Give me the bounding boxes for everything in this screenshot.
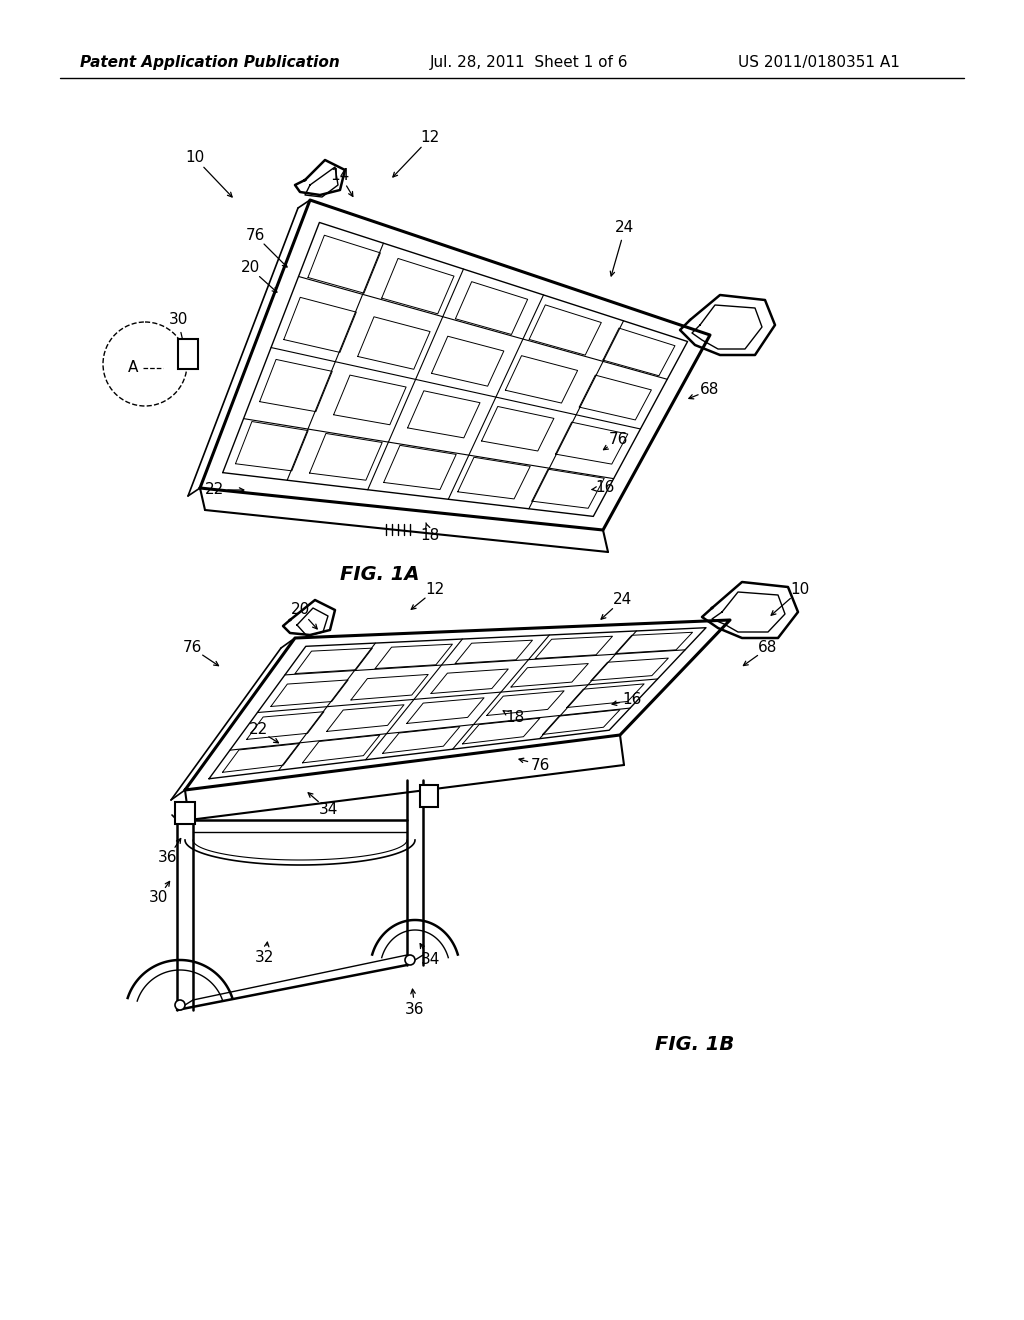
- Text: 12: 12: [421, 131, 439, 145]
- Bar: [420, 785, 438, 807]
- Polygon shape: [185, 620, 730, 789]
- Text: 34: 34: [318, 803, 338, 817]
- Text: 24: 24: [612, 593, 632, 607]
- Text: 10: 10: [185, 150, 205, 165]
- Text: 18: 18: [421, 528, 439, 543]
- Text: 30: 30: [148, 891, 168, 906]
- Text: 16: 16: [623, 693, 642, 708]
- Text: 20: 20: [241, 260, 260, 276]
- Text: FIG. 1B: FIG. 1B: [655, 1035, 734, 1055]
- Text: Jul. 28, 2011  Sheet 1 of 6: Jul. 28, 2011 Sheet 1 of 6: [430, 54, 629, 70]
- Text: 16: 16: [595, 480, 614, 495]
- Text: 68: 68: [700, 383, 720, 397]
- Text: 76: 76: [182, 640, 202, 656]
- Text: 76: 76: [246, 227, 264, 243]
- Text: 34: 34: [420, 953, 439, 968]
- Text: 76: 76: [530, 758, 550, 772]
- Text: FIG. 1A: FIG. 1A: [340, 565, 420, 585]
- Text: 12: 12: [425, 582, 444, 598]
- Text: 30: 30: [168, 313, 187, 327]
- Text: 36: 36: [406, 1002, 425, 1018]
- Text: 18: 18: [506, 710, 524, 726]
- Bar: [175, 803, 195, 824]
- Polygon shape: [200, 201, 710, 531]
- Text: 20: 20: [291, 602, 309, 618]
- Text: A: A: [128, 360, 138, 375]
- Text: 32: 32: [255, 950, 274, 965]
- Text: 36: 36: [159, 850, 178, 866]
- Text: 68: 68: [759, 640, 777, 656]
- Circle shape: [175, 1001, 185, 1010]
- Text: Patent Application Publication: Patent Application Publication: [80, 54, 340, 70]
- Bar: [178, 339, 198, 370]
- Text: 22: 22: [249, 722, 267, 738]
- Text: 10: 10: [791, 582, 810, 598]
- Circle shape: [406, 954, 415, 965]
- Text: US 2011/0180351 A1: US 2011/0180351 A1: [738, 54, 900, 70]
- Text: 14: 14: [331, 168, 349, 182]
- Text: 24: 24: [615, 220, 635, 235]
- Text: 76: 76: [608, 433, 628, 447]
- Text: 22: 22: [206, 483, 224, 498]
